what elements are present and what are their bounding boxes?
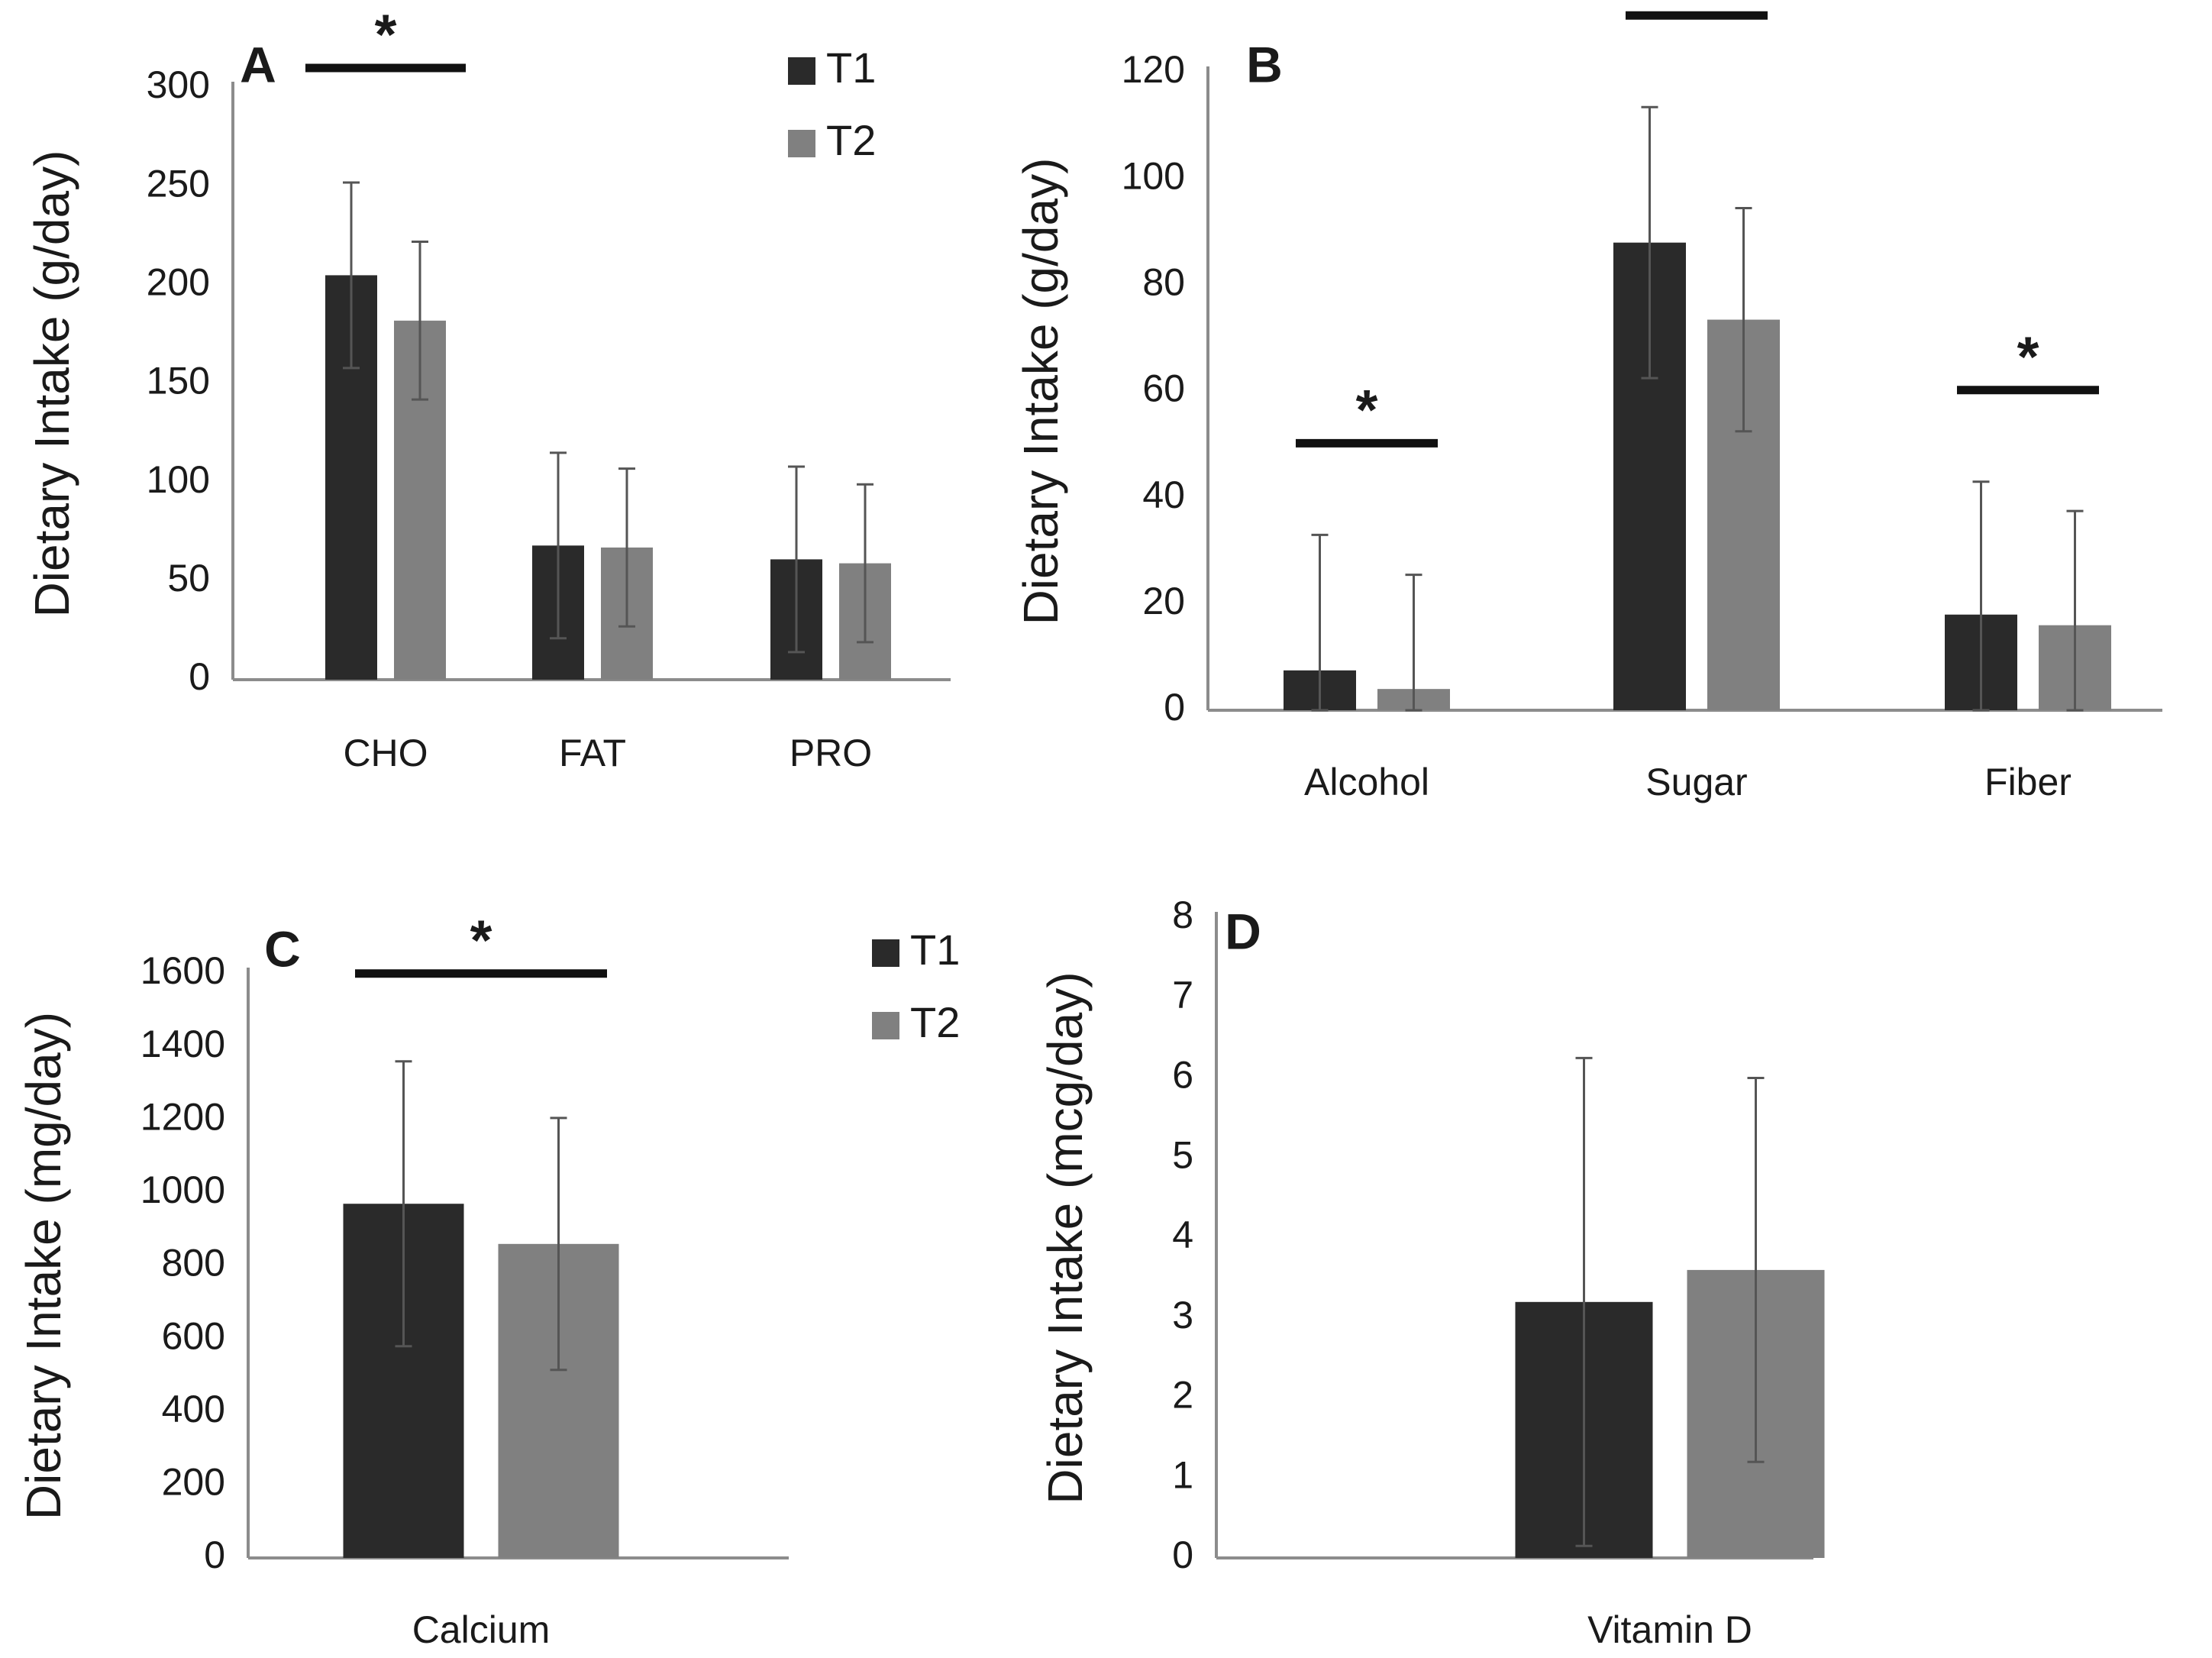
y-tick-label: 4 [1172,1214,1193,1256]
y-tick-label: 40 [1142,473,1185,516]
y-tick-label: 50 [167,557,210,600]
y-tick-label: 200 [162,1461,225,1504]
significance-star: * [470,908,492,971]
legend-label-t2: T2 [826,116,876,164]
y-tick-label: 5 [1172,1133,1193,1176]
y-tick-label: 0 [1172,1534,1193,1576]
y-tick-label: 1600 [140,949,225,992]
legend-label-t1: T1 [826,44,876,92]
y-axis-title: Dietary Intake (mcg/day) [1038,971,1093,1504]
y-tick-label: 150 [147,360,210,402]
y-tick-label: 6 [1172,1054,1193,1097]
x-category-label: FAT [559,732,626,774]
y-tick-label: 1 [1172,1453,1193,1496]
x-category-label: Fiber [1984,761,2072,803]
y-tick-label: 600 [162,1314,225,1357]
y-axis-title: Dietary Intake (g/day) [24,150,79,618]
y-tick-label: 300 [147,63,210,106]
y-tick-label: 200 [147,261,210,304]
x-category-label: PRO [790,732,872,774]
y-tick-label: 400 [162,1388,225,1430]
legend-label-t2: T2 [910,998,960,1046]
significance-star: * [1686,0,1708,14]
chart-panel-a: A 0 50 100 150 200 250 300 Dietary Intake (g/day… [24,3,951,774]
x-category-label: Alcohol [1304,761,1429,803]
y-tick-label: 1400 [140,1023,225,1065]
y-tick-label: 80 [1142,261,1185,304]
y-tick-label: 120 [1122,48,1185,91]
y-tick-label: 8 [1172,894,1193,936]
y-tick-label: 20 [1142,580,1185,622]
y-tick-label: 1200 [140,1095,225,1138]
y-tick-label: 3 [1172,1294,1193,1336]
chart-panel-c: C 0 200 400 600 800 1000 1200 1400 1600 Dietary In… [16,908,960,1651]
y-tick-label: 0 [1164,686,1185,729]
y-axis-title: Dietary Intake (g/day) [1013,158,1068,625]
legend-swatch-t2 [788,130,815,157]
significance-star: * [1356,378,1378,441]
panel-letter: D [1225,903,1261,959]
y-tick-label: 60 [1142,367,1185,410]
significance-star: * [375,3,397,66]
y-tick-label: 250 [147,162,210,205]
panel-letter: A [240,36,276,92]
legend-swatch-t2 [872,1012,899,1039]
y-tick-label: 100 [1122,154,1185,197]
y-tick-label: 2 [1172,1374,1193,1417]
x-category-label: Vitamin D [1587,1608,1752,1651]
y-tick-label: 800 [162,1242,225,1285]
x-category-label: Calcium [412,1608,551,1651]
y-tick-label: 0 [189,655,210,698]
y-tick-label: 7 [1172,974,1193,1016]
y-tick-label: 1000 [140,1168,225,1211]
x-category-label: CHO [343,732,428,774]
y-tick-label: 0 [204,1534,225,1576]
legend-swatch-t1 [788,57,815,85]
chart-panel-d: D 0 1 2 3 4 5 6 7 8 Dietary Intake (mcg/day) Vitami… [1038,894,1825,1651]
panel-letter: B [1246,36,1283,92]
panel-letter: C [264,920,301,977]
legend-label-t1: T1 [910,926,960,974]
legend-swatch-t1 [872,939,899,967]
chart-panel-b: B 0 20 40 60 80 100 120 Dietary Intake (g/day) Al… [1013,0,2162,803]
y-axis-title: Dietary Intake (mg/day) [16,1012,71,1520]
y-tick-label: 100 [147,458,210,501]
significance-star: * [2017,325,2039,388]
x-category-label: Sugar [1645,761,1747,803]
